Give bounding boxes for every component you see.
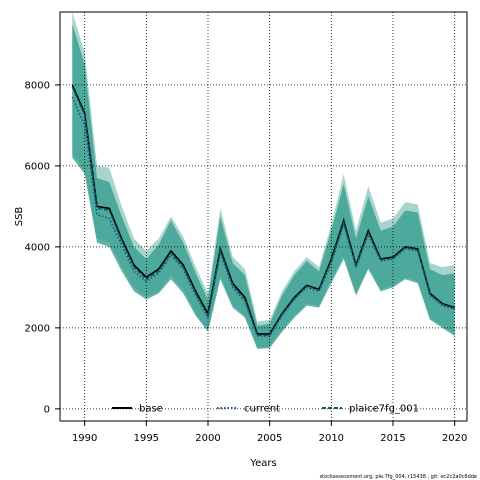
confidence-bands bbox=[72, 12, 455, 349]
x-tick-label: 2000 bbox=[195, 433, 220, 444]
grid-lines bbox=[60, 12, 467, 421]
plot-frame bbox=[59, 11, 468, 422]
y-tick-label: 6000 bbox=[25, 161, 50, 172]
y-tick-label: 4000 bbox=[25, 242, 50, 253]
line-plaice7fg_001 bbox=[71, 86, 455, 336]
band-plaice7fg_001 bbox=[72, 24, 455, 349]
legend-label-base: base bbox=[139, 404, 163, 415]
legend-label-plaice7fg_001: plaice7fg_001 bbox=[349, 404, 419, 415]
y-tick-label: 0 bbox=[44, 404, 50, 415]
band-base bbox=[72, 12, 455, 349]
x-tick-label: 1990 bbox=[72, 433, 97, 444]
y-tick-label: 8000 bbox=[25, 80, 50, 91]
line-base bbox=[71, 84, 455, 335]
series-lines bbox=[71, 84, 455, 337]
x-tick-label: 2015 bbox=[380, 433, 405, 444]
x-axis-title: Years bbox=[249, 458, 276, 469]
y-axis-ticks: 0 2000 4000 6000 8000 bbox=[25, 80, 60, 415]
y-axis-title: SSB bbox=[14, 207, 25, 227]
legend-label-current: current bbox=[244, 404, 280, 415]
x-tick-label: 2010 bbox=[319, 433, 344, 444]
footer-credit: stockassessment.org, ple.7fg_004, r15438… bbox=[320, 474, 477, 480]
y-tick-label: 2000 bbox=[25, 323, 50, 334]
x-axis-ticks: 1990 1995 2000 2005 2010 2015 2020 bbox=[72, 421, 467, 444]
x-tick-label: 1995 bbox=[134, 433, 159, 444]
x-tick-label: 2005 bbox=[257, 433, 282, 444]
x-tick-label: 2020 bbox=[442, 433, 467, 444]
legend: base current plaice7fg_001 bbox=[112, 404, 419, 415]
